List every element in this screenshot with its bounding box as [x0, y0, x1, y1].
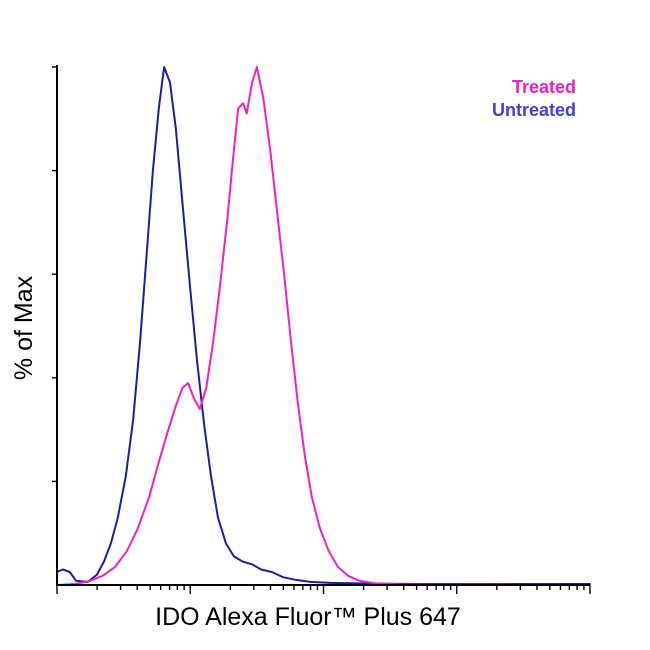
legend: Treated Untreated — [492, 77, 576, 120]
legend-entry-treated: Treated — [512, 77, 576, 97]
curve-untreated — [56, 66, 591, 585]
y-axis-label: % of Max — [10, 275, 38, 380]
curve-treated — [56, 66, 591, 586]
x-axis-label: IDO Alexa Fluor™ Plus 647 — [155, 603, 461, 631]
histogram-curves — [56, 66, 591, 586]
axes — [52, 65, 591, 594]
y-axis-ticks — [52, 66, 56, 483]
x-axis-ticks — [56, 586, 591, 594]
legend-entry-untreated: Untreated — [492, 100, 576, 120]
